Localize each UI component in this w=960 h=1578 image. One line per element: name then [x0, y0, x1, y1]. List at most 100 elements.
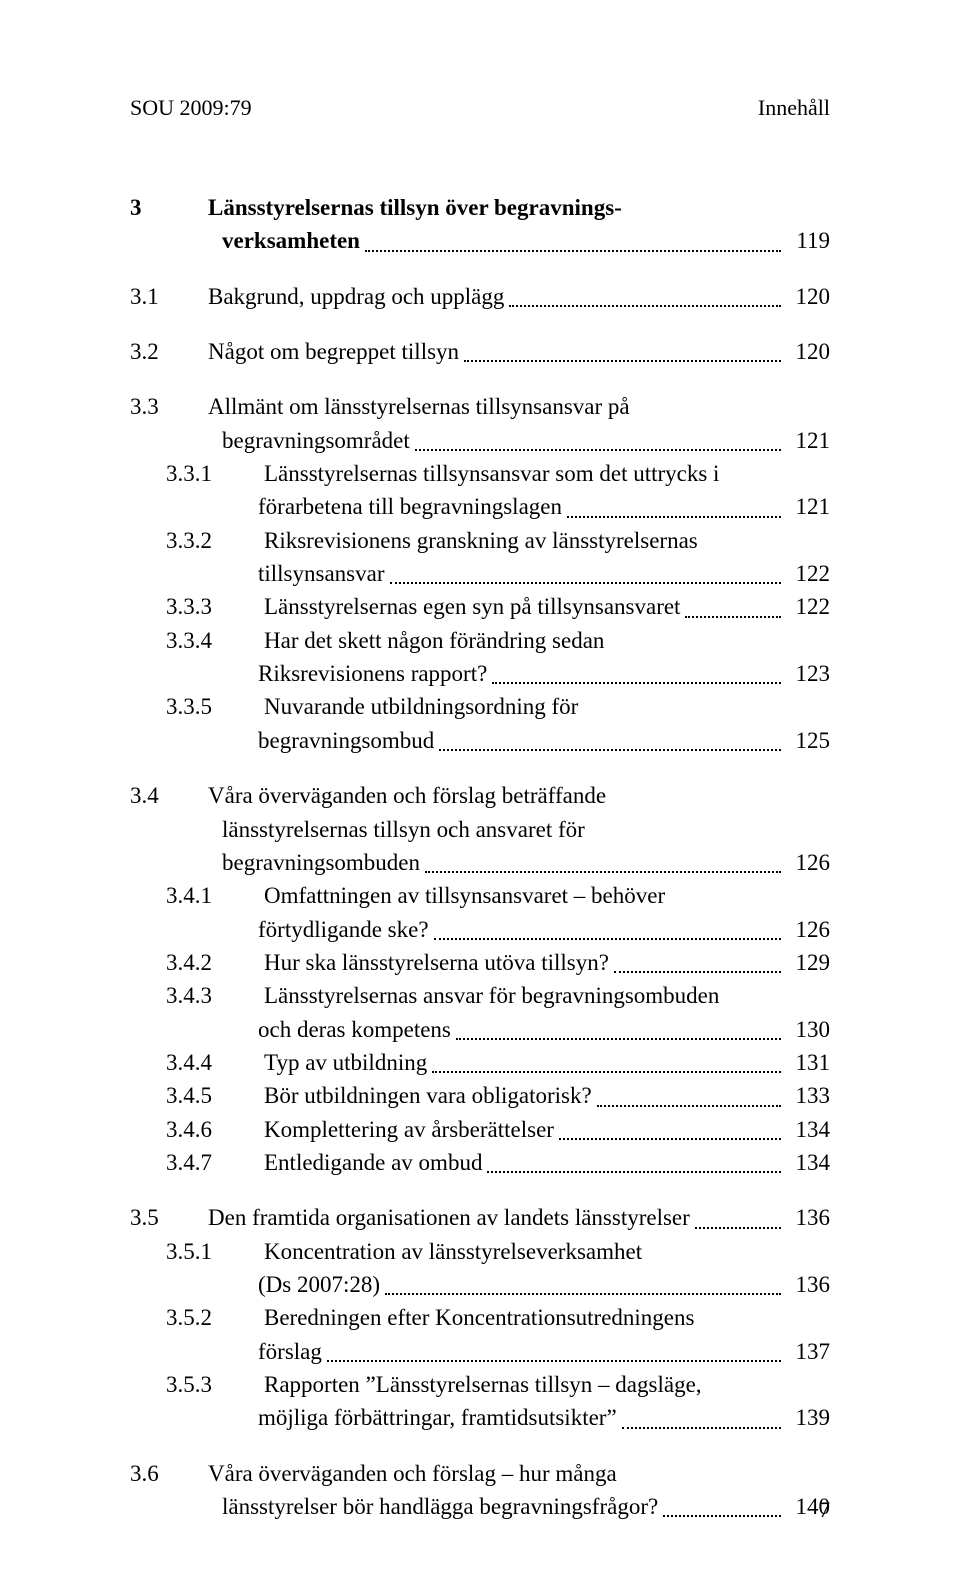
toc-entry-text: förslag	[258, 1335, 322, 1368]
toc-leader-dots	[509, 282, 781, 307]
toc-section: 3.6Våra överväganden och förslag – hur m…	[130, 1457, 830, 1524]
toc-row: 3.3.1Länsstyrelsernas tillsynsansvar som…	[130, 457, 830, 490]
running-head-right: Innehåll	[758, 95, 830, 121]
running-head: SOU 2009:79 Innehåll	[130, 95, 830, 121]
toc-row: 3.3.4Har det skett någon förändring seda…	[130, 624, 830, 657]
toc-row: Riksrevisionens rapport? 123	[130, 657, 830, 690]
toc-entry-text: Allmänt om länsstyrelsernas tillsynsansv…	[208, 390, 630, 423]
toc-entry-page: 121	[786, 424, 830, 457]
toc-row: verksamheten 119	[130, 224, 830, 257]
toc-leader-dots	[695, 1204, 781, 1229]
toc-entry-page: 133	[786, 1079, 830, 1112]
toc-entry-number: 3.3	[130, 390, 208, 423]
toc-entry-text: begravningsombuden	[222, 846, 420, 879]
toc-entry-text: Länsstyrelsernas egen syn på tillsynsans…	[264, 590, 680, 623]
toc-leader-dots	[559, 1115, 781, 1140]
toc-section: 3.3Allmänt om länsstyrelsernas tillsynsa…	[130, 390, 830, 757]
toc-row: förslag 137	[130, 1335, 830, 1368]
toc-entry-number: 3.4.7	[130, 1146, 264, 1179]
toc-entry-page: 119	[786, 224, 830, 257]
toc-entry-number: 3.6	[130, 1457, 208, 1490]
toc-entry-text: Våra överväganden och förslag beträffand…	[208, 779, 606, 812]
toc-leader-dots	[487, 1148, 781, 1173]
toc-row: förtydligande ske?126	[130, 913, 830, 946]
toc-entry-page: 126	[786, 846, 830, 879]
toc-entry-number: 3.3.1	[130, 457, 264, 490]
toc-row: 3.4.7Entledigande av ombud134	[130, 1146, 830, 1179]
toc-entry-text: Länsstyrelsernas tillsynsansvar som det …	[264, 457, 719, 490]
toc-entry-number: 3.4.3	[130, 979, 264, 1012]
toc-entry-page: 129	[786, 946, 830, 979]
toc-entry-text: länsstyrelser bör handlägga begravningsf…	[222, 1490, 658, 1523]
toc-entry-text: möjliga förbättringar, framtidsutsikter”	[258, 1401, 617, 1434]
toc-entry-text: förtydligande ske?	[258, 913, 429, 946]
toc-leader-dots	[415, 426, 781, 451]
toc-entry-number: 3.5.1	[130, 1235, 264, 1268]
toc-entry-number: 3.2	[130, 335, 208, 368]
toc-entry-text: (Ds 2007:28)	[258, 1268, 380, 1301]
toc-entry-text: begravningsområdet	[222, 424, 410, 457]
toc-chapter: 3Länsstyrelsernas tillsyn över begravnin…	[130, 191, 830, 258]
toc-entry-number: 3.5.2	[130, 1301, 264, 1334]
toc-entry-text: verksamheten	[222, 224, 360, 257]
toc-leader-dots	[390, 559, 782, 584]
toc-row: förarbetena till begravningslagen121	[130, 490, 830, 523]
toc-row: länsstyrelsernas tillsyn och ansvaret fö…	[130, 813, 830, 846]
toc-leader-dots	[663, 1492, 781, 1517]
toc-row: 3.4Våra överväganden och förslag beträff…	[130, 779, 830, 812]
toc-entry-page: 130	[786, 1013, 830, 1046]
toc-entry-page: 120	[786, 280, 830, 313]
toc-entry-number: 3.4.2	[130, 946, 264, 979]
toc-row: 3.4.6Komplettering av årsberättelser134	[130, 1113, 830, 1146]
toc-entry-text: länsstyrelsernas tillsyn och ansvaret fö…	[222, 813, 585, 846]
toc-entry-number: 3.3.5	[130, 690, 264, 723]
toc-entry-page: 137	[786, 1335, 830, 1368]
toc-entry-number: 3.3.4	[130, 624, 264, 657]
toc-row: 3.5.1Koncentration av länsstyrelseverksa…	[130, 1235, 830, 1268]
toc-entry-text: Entledigande av ombud	[264, 1146, 482, 1179]
toc-row: 3.3.3Länsstyrelsernas egen syn på tillsy…	[130, 590, 830, 623]
toc-leader-dots	[597, 1082, 781, 1107]
toc-entry-page: 120	[786, 335, 830, 368]
toc-row: 3.6Våra överväganden och förslag – hur m…	[130, 1457, 830, 1490]
toc-row: begravningsombud125	[130, 724, 830, 757]
toc-entry-text: Länsstyrelsernas tillsyn över begravning…	[208, 191, 622, 224]
toc-entry-number: 3.5	[130, 1201, 208, 1234]
toc-entry-page: 123	[786, 657, 830, 690]
toc-entry-text: tillsynsansvar	[258, 557, 385, 590]
toc-row: 3.1Bakgrund, uppdrag och upplägg120	[130, 280, 830, 313]
toc-entry-text: Nuvarande utbildningsordning för	[264, 690, 578, 723]
toc-section: 3.5Den framtida organisationen av landet…	[130, 1201, 830, 1434]
toc-leader-dots	[685, 593, 781, 618]
toc-leader-dots	[456, 1015, 781, 1040]
toc-row: 3.5.3Rapporten ”Länsstyrelsernas tillsyn…	[130, 1368, 830, 1401]
toc-row: 3.4.4Typ av utbildning131	[130, 1046, 830, 1079]
toc-entry-text: Något om begreppet tillsyn	[208, 335, 459, 368]
toc-row: 3Länsstyrelsernas tillsyn över begravnin…	[130, 191, 830, 224]
toc-entry-number: 3	[130, 191, 208, 224]
toc-entry-text: Våra överväganden och förslag – hur mång…	[208, 1457, 617, 1490]
toc-entry-text: Riksrevisionens rapport?	[258, 657, 487, 690]
toc-row: 3.3Allmänt om länsstyrelsernas tillsynsa…	[130, 390, 830, 423]
toc-row: 3.2Något om begreppet tillsyn 120	[130, 335, 830, 368]
toc-row: 3.5Den framtida organisationen av landet…	[130, 1201, 830, 1234]
toc-leader-dots	[492, 659, 781, 684]
toc-row: möjliga förbättringar, framtidsutsikter”…	[130, 1401, 830, 1434]
toc-entry-page: 139	[786, 1401, 830, 1434]
toc-entry-number: 3.1	[130, 280, 208, 313]
toc-entry-page: 136	[786, 1268, 830, 1301]
toc-section: 3.1Bakgrund, uppdrag och upplägg120	[130, 280, 830, 313]
toc-entry-number: 3.3.2	[130, 524, 264, 557]
toc-entry-page: 136	[786, 1201, 830, 1234]
toc-entry-text: Koncentration av länsstyrelseverksamhet	[264, 1235, 642, 1268]
toc-entry-text: förarbetena till begravningslagen	[258, 490, 562, 523]
toc-entry-page: 131	[786, 1046, 830, 1079]
toc-entry-text: Den framtida organisationen av landets l…	[208, 1201, 690, 1234]
toc-entry-text: begravningsombud	[258, 724, 434, 757]
toc-entry-text: Typ av utbildning	[264, 1046, 427, 1079]
toc-entry-text: Har det skett någon förändring sedan	[264, 624, 604, 657]
toc-entry-number: 3.4.5	[130, 1079, 264, 1112]
toc-leader-dots	[434, 915, 781, 940]
toc-entry-text: Hur ska länsstyrelserna utöva tillsyn?	[264, 946, 609, 979]
toc-entry-number: 3.4.1	[130, 879, 264, 912]
